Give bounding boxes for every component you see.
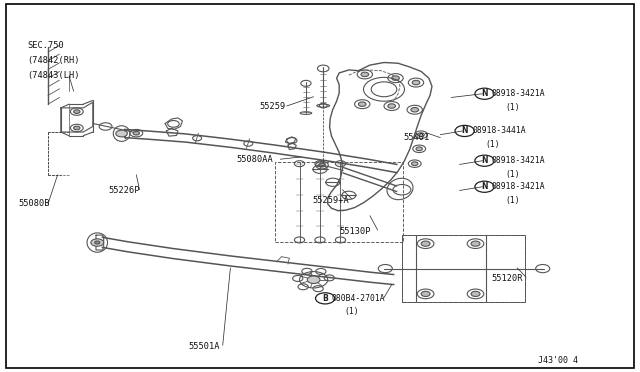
Text: N: N: [461, 126, 468, 135]
Text: (1): (1): [344, 307, 359, 316]
Circle shape: [116, 130, 127, 137]
Text: 55120R: 55120R: [492, 274, 523, 283]
Text: 08918-3421A: 08918-3421A: [492, 156, 545, 165]
Circle shape: [421, 291, 430, 296]
Circle shape: [421, 241, 430, 246]
Circle shape: [471, 241, 480, 246]
Text: SEC.750: SEC.750: [27, 41, 63, 50]
Text: 55130P: 55130P: [339, 227, 371, 236]
Circle shape: [319, 163, 325, 167]
Text: (74843(LH): (74843(LH): [27, 71, 79, 80]
Text: 08918-3421A: 08918-3421A: [492, 89, 545, 98]
Text: N: N: [481, 89, 488, 98]
Text: 55259: 55259: [259, 102, 285, 110]
Text: 55259+A: 55259+A: [312, 196, 349, 205]
Circle shape: [74, 110, 80, 113]
Circle shape: [361, 72, 369, 77]
Circle shape: [412, 80, 420, 85]
Text: 080B4-2701A: 080B4-2701A: [332, 294, 385, 303]
Circle shape: [412, 162, 418, 166]
Text: 08918-3421A: 08918-3421A: [492, 182, 545, 191]
Circle shape: [388, 104, 396, 108]
Text: (1): (1): [506, 103, 520, 112]
Text: 08918-3441A: 08918-3441A: [472, 126, 526, 135]
Text: (74842(RH): (74842(RH): [27, 56, 79, 65]
Circle shape: [392, 76, 399, 80]
Circle shape: [307, 276, 320, 283]
Bar: [275, 162, 403, 242]
Circle shape: [91, 239, 104, 246]
Text: 55080B: 55080B: [18, 199, 49, 208]
Text: N: N: [481, 182, 488, 191]
Text: (1): (1): [506, 196, 520, 205]
Bar: [402, 235, 525, 302]
Text: 55401: 55401: [403, 133, 429, 142]
Text: B: B: [323, 294, 328, 303]
Text: J43'00 4: J43'00 4: [538, 356, 578, 365]
Circle shape: [133, 131, 140, 135]
Circle shape: [471, 291, 480, 296]
Circle shape: [416, 147, 422, 151]
Circle shape: [95, 241, 100, 244]
Circle shape: [74, 126, 80, 130]
Text: N: N: [481, 156, 488, 165]
Text: (1): (1): [506, 170, 520, 179]
Text: 55501A: 55501A: [189, 342, 220, 351]
Circle shape: [418, 133, 424, 137]
Circle shape: [358, 102, 366, 106]
Text: 55080AA: 55080AA: [237, 155, 273, 164]
Text: (1): (1): [485, 140, 500, 149]
Circle shape: [411, 108, 419, 112]
Text: 55226P: 55226P: [109, 186, 140, 195]
